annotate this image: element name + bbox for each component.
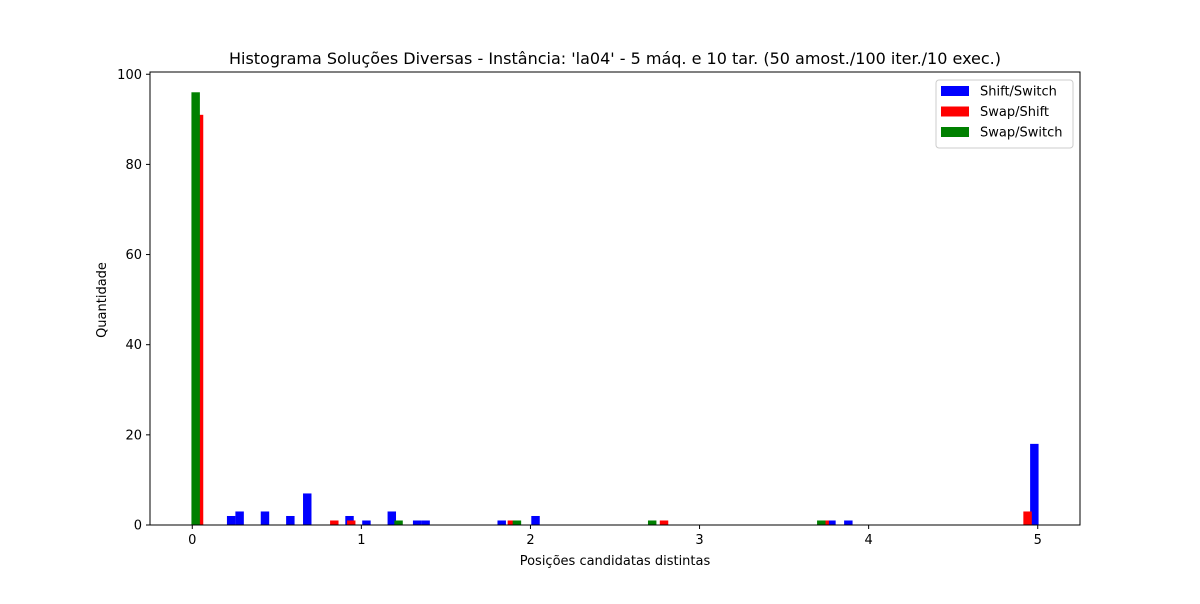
y-tick-label: 0 xyxy=(134,519,142,534)
x-tick-label: 5 xyxy=(1034,533,1042,548)
bar-swap-shift-2 xyxy=(346,520,356,525)
bar-swap-shift-3 xyxy=(507,520,517,525)
x-axis: 0 1 2 3 4 5 xyxy=(188,525,1042,548)
legend-label: Swap/Shift xyxy=(980,105,1049,120)
bar-shift-switch-11 xyxy=(531,515,540,525)
x-axis-label: Posições candidatas distintas xyxy=(520,554,711,569)
bar-swap-shift-4 xyxy=(659,520,669,525)
y-tick-label: 60 xyxy=(125,248,142,263)
bar-swap-switch-4 xyxy=(817,520,826,525)
plot-frame xyxy=(149,71,1081,526)
legend: Shift/Switch Swap/Shift Swap/Switch xyxy=(935,79,1074,149)
x-tick-label: 2 xyxy=(526,533,534,548)
legend-label: Shift/Switch xyxy=(980,85,1057,100)
bar-shift-switch-14 xyxy=(1030,443,1039,525)
bar-shift-switch-8 xyxy=(412,520,422,525)
bar-shift-switch-1 xyxy=(235,511,244,525)
bar-shift-switch-12 xyxy=(827,520,836,525)
legend-swatch xyxy=(941,106,969,117)
bar-swap-shift-1 xyxy=(330,520,339,525)
legend-swatch xyxy=(941,127,969,137)
x-tick-label: 0 xyxy=(188,533,196,548)
y-tick-label: 100 xyxy=(117,68,142,83)
bar-swap-shift-6 xyxy=(1023,511,1032,525)
bar-shift-switch-3 xyxy=(286,515,295,525)
bar-shift-switch-9 xyxy=(421,520,430,525)
bar-shift-switch-4 xyxy=(303,493,312,525)
bar-swap-switch-2 xyxy=(512,520,522,525)
bar-shift-switch-2 xyxy=(260,511,270,525)
bar-swap-switch-3 xyxy=(647,520,657,525)
bar-shift-switch-7 xyxy=(387,511,397,525)
chart-title: Histograma Soluções Diversas - Instância… xyxy=(229,49,1001,68)
y-tick-label: 20 xyxy=(125,428,142,443)
y-axis-label: Quantidade xyxy=(95,262,110,338)
plot-area xyxy=(149,71,1081,526)
y-tick-label: 80 xyxy=(125,158,142,173)
y-tick-label: 40 xyxy=(125,338,142,353)
legend-swatch xyxy=(941,86,969,96)
x-tick-label: 3 xyxy=(695,533,703,548)
bar-shift-switch-10 xyxy=(497,520,506,525)
x-tick-label: 4 xyxy=(864,533,872,548)
bar-shift-switch-6 xyxy=(362,520,371,525)
y-axis: 0 20 40 60 80 100 xyxy=(117,68,150,534)
x-tick-label: 1 xyxy=(357,533,365,548)
bar-shift-switch-0 xyxy=(226,515,236,525)
bar-shift-switch-13 xyxy=(844,520,853,525)
bar-swap-switch-0 xyxy=(191,92,200,525)
bar-swap-switch-1 xyxy=(394,520,403,525)
legend-label: Swap/Switch xyxy=(980,126,1062,141)
legend-box xyxy=(935,79,1074,149)
